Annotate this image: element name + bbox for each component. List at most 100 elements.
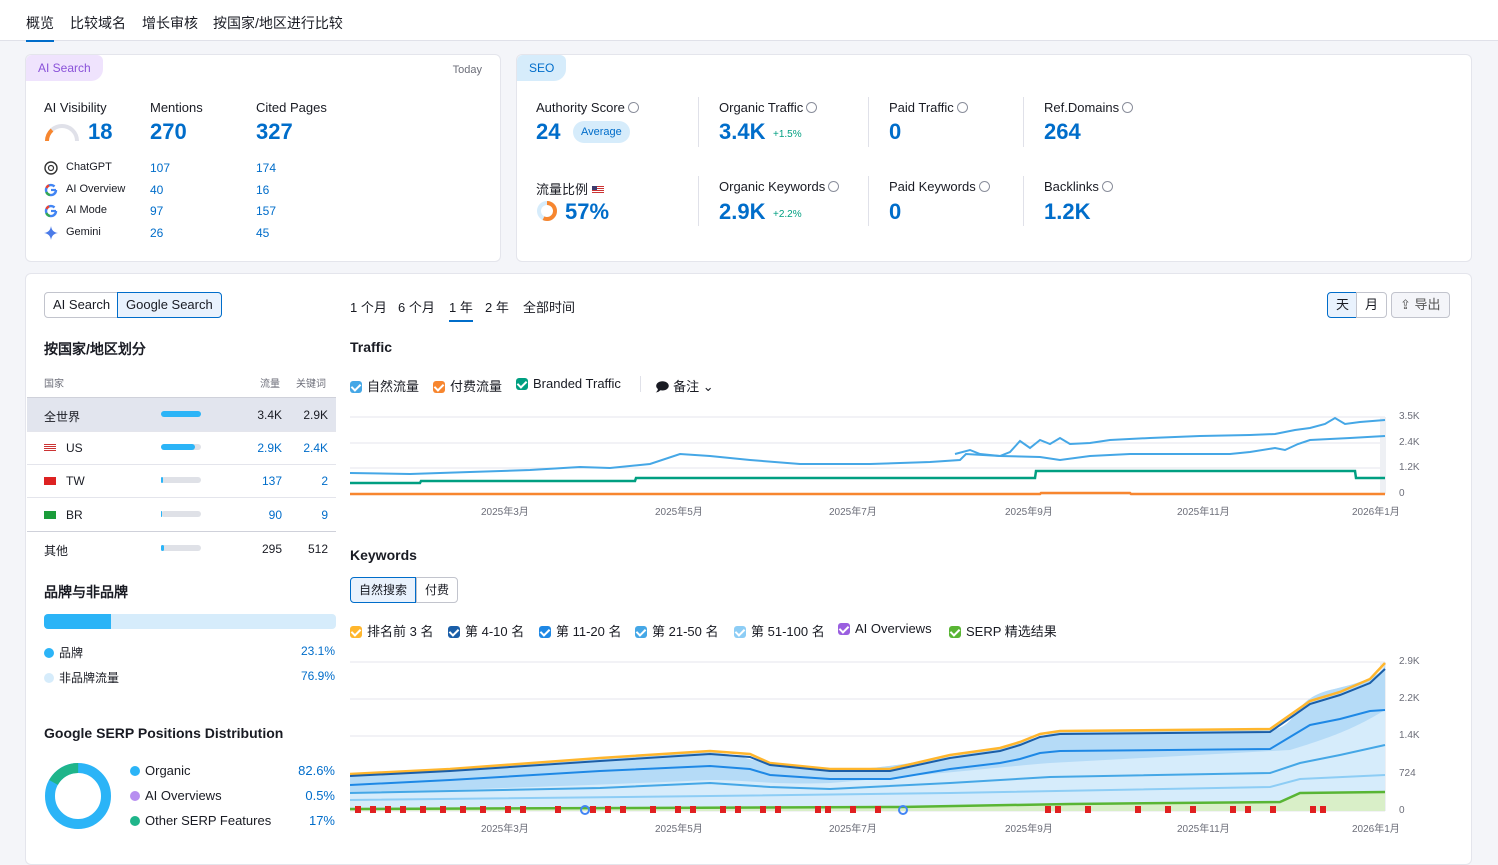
divider xyxy=(868,97,869,147)
divider xyxy=(698,176,699,226)
legend-ai-overviews[interactable]: AI Overviews xyxy=(838,621,932,636)
country-traffic[interactable]: 137 xyxy=(261,474,282,488)
table-row[interactable]: US 2.9K 2.4K xyxy=(27,431,336,465)
source-mentions[interactable]: 26 xyxy=(150,226,164,240)
table-row[interactable]: 全世界 3.4K 2.9K xyxy=(27,397,336,432)
info-icon[interactable] xyxy=(978,181,990,192)
info-icon[interactable] xyxy=(1122,102,1134,113)
table-row[interactable]: TW 137 2 xyxy=(27,464,336,498)
granularity-day[interactable]: 天 xyxy=(1327,292,1359,318)
share-bar xyxy=(161,411,201,417)
tab-overview[interactable]: 概览 xyxy=(26,13,54,42)
legend-organic[interactable]: 自然流量 xyxy=(350,376,419,395)
range-1y[interactable]: 1 年 xyxy=(449,297,473,322)
seo-card: SEO Authority Score 24 Average Organic T… xyxy=(516,54,1472,262)
brand-title: 品牌与非品牌 xyxy=(44,584,128,600)
ai-search-card: AI Search Today AI Visibility 18 Mention… xyxy=(25,54,501,262)
y-tick: 1.2K xyxy=(1399,462,1420,473)
y-tick: 724 xyxy=(1399,768,1416,779)
range-1m[interactable]: 1 个月 xyxy=(350,300,387,315)
legend-serp-features[interactable]: SERP 精选结果 xyxy=(949,621,1057,640)
divider xyxy=(868,176,869,226)
tab-compare-countries[interactable]: 按国家/地区进行比较 xyxy=(213,15,343,31)
source-cited[interactable]: 45 xyxy=(256,226,270,240)
authority-score-value[interactable]: 24 xyxy=(536,119,561,144)
legend-11-20[interactable]: 第 11-20 名 xyxy=(539,621,622,640)
legend-4-10[interactable]: 第 4-10 名 xyxy=(448,621,524,640)
backlinks-value[interactable]: 1.2K xyxy=(1044,199,1091,224)
info-icon[interactable] xyxy=(627,102,639,113)
keywords-chart[interactable] xyxy=(350,655,1390,815)
serp-item-value[interactable]: 82.6% xyxy=(298,763,335,778)
notes-dropdown[interactable]: 🗩 备注 ⌄ xyxy=(655,379,714,394)
ai-search-badge: AI Search xyxy=(26,55,103,81)
divider xyxy=(1023,97,1024,147)
tab-organic-search[interactable]: 自然搜索 xyxy=(350,577,417,603)
traffic-chart[interactable] xyxy=(350,410,1390,500)
serp-title: Google SERP Positions Distribution xyxy=(44,725,284,741)
nonbranded-value[interactable]: 76.9% xyxy=(300,669,335,683)
cited-pages-value[interactable]: 327 xyxy=(256,119,293,144)
tab-paid[interactable]: 付费 xyxy=(416,577,459,603)
source-cited[interactable]: 157 xyxy=(256,204,277,218)
serp-item-value[interactable]: 17% xyxy=(308,813,335,828)
range-all[interactable]: 全部时间 xyxy=(523,300,576,315)
share-bar xyxy=(161,477,201,483)
x-tick: 2025年7月 xyxy=(829,824,877,835)
legend-paid[interactable]: 付费流量 xyxy=(433,376,502,395)
mentions-value[interactable]: 270 xyxy=(150,119,187,144)
country-name: 其他 xyxy=(44,544,69,558)
legend-51-100[interactable]: 第 51-100 名 xyxy=(734,621,825,640)
organic-traffic-value[interactable]: 3.4K xyxy=(719,119,766,144)
granularity-month[interactable]: 月 xyxy=(1356,292,1388,318)
ref-domains-value[interactable]: 264 xyxy=(1044,119,1081,144)
country-traffic[interactable]: 2.9K xyxy=(257,441,282,455)
source-cited[interactable]: 16 xyxy=(256,183,270,197)
x-tick: 2025年11月 xyxy=(1177,507,1230,518)
organic-keywords-value[interactable]: 2.9K xyxy=(719,199,766,224)
info-icon[interactable] xyxy=(828,181,840,192)
toggle-ai-search[interactable]: AI Search xyxy=(44,292,120,318)
country-traffic[interactable]: 90 xyxy=(268,508,282,522)
toggle-google-search[interactable]: Google Search xyxy=(117,292,222,318)
ai-visibility-value[interactable]: 18 xyxy=(88,119,113,144)
ai-visibility-label: AI Visibility xyxy=(44,100,107,115)
country-keywords[interactable]: 2 xyxy=(321,474,328,488)
source-mentions[interactable]: 40 xyxy=(150,183,164,197)
legend-top3[interactable]: 排名前 3 名 xyxy=(350,621,433,640)
backlinks-label: Backlinks xyxy=(1044,179,1113,194)
info-icon[interactable] xyxy=(1101,181,1113,192)
serp-item-value[interactable]: 0.5% xyxy=(305,788,335,803)
us-flag-icon xyxy=(44,441,56,455)
country-keywords[interactable]: 2.4K xyxy=(303,441,328,455)
organic-traffic-delta: +1.5% xyxy=(773,129,802,140)
paid-traffic-value[interactable]: 0 xyxy=(889,119,902,144)
traffic-share-value[interactable]: 57% xyxy=(565,199,610,224)
source-mentions[interactable]: 97 xyxy=(150,204,164,218)
country-keywords: 512 xyxy=(307,542,328,556)
source-cited[interactable]: 174 xyxy=(256,161,277,175)
organic-keywords-delta: +2.2% xyxy=(773,209,802,220)
range-6m[interactable]: 6 个月 xyxy=(398,300,435,315)
legend-21-50[interactable]: 第 21-50 名 xyxy=(635,621,718,640)
info-icon[interactable] xyxy=(806,102,818,113)
table-row[interactable]: 其他 295 512 xyxy=(27,531,336,565)
legend-branded[interactable]: Branded Traffic xyxy=(516,376,621,391)
paid-traffic-label: Paid Traffic xyxy=(889,100,968,115)
divider xyxy=(698,97,699,147)
source-mentions[interactable]: 107 xyxy=(150,161,171,175)
range-2y[interactable]: 2 年 xyxy=(485,300,509,315)
country-name: US xyxy=(66,441,83,455)
info-icon[interactable] xyxy=(956,102,968,113)
y-tick: 2.9K xyxy=(1399,656,1420,667)
table-row[interactable]: BR 90 9 xyxy=(27,498,336,532)
chatgpt-icon xyxy=(44,161,58,175)
y-tick: 2.2K xyxy=(1399,693,1420,704)
share-bar xyxy=(161,444,201,450)
country-keywords[interactable]: 9 xyxy=(321,508,328,522)
tab-growth-audit[interactable]: 增长审核 xyxy=(142,15,198,31)
paid-keywords-value[interactable]: 0 xyxy=(889,199,902,224)
export-button[interactable]: ⇪ 导出 xyxy=(1391,292,1450,318)
branded-value[interactable]: 23.1% xyxy=(300,644,335,658)
tab-compare-domains[interactable]: 比较域名 xyxy=(70,15,126,31)
